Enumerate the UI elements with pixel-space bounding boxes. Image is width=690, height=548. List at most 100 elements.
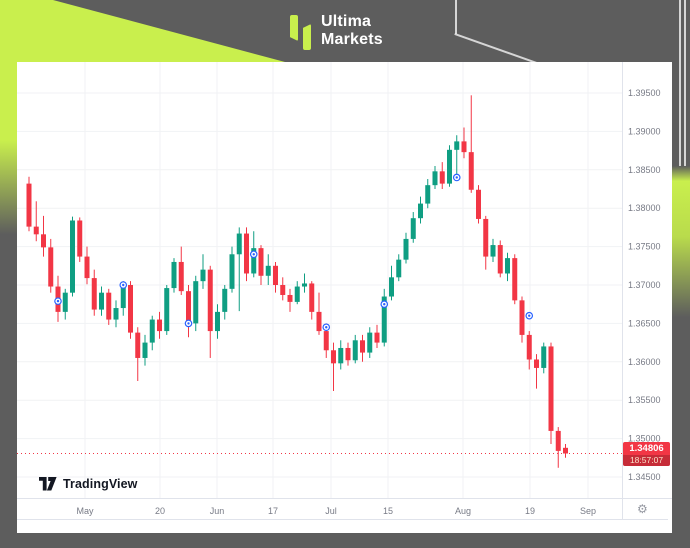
candle [338, 340, 344, 370]
price-axis-label: 1.36500 [628, 318, 661, 328]
event-markers[interactable] [54, 173, 534, 332]
candle [193, 275, 199, 332]
price-axis-label: 1.39000 [628, 126, 661, 136]
candle [389, 265, 394, 301]
candle [345, 342, 351, 366]
candle [207, 265, 213, 358]
tradingview-logo[interactable]: TradingView [39, 477, 138, 491]
candle [106, 288, 112, 325]
decor-outline-vertical-1 [455, 0, 457, 34]
candle [178, 246, 184, 295]
ultima-markets-logo-icon [290, 15, 313, 51]
price-axis-label: 1.35000 [628, 434, 661, 444]
candle [26, 176, 32, 232]
candle [548, 342, 554, 444]
candle [541, 342, 547, 374]
candle [215, 304, 220, 339]
time-axis-label: Jul [325, 506, 337, 516]
candle [33, 201, 39, 242]
candle [425, 179, 431, 209]
candle [287, 288, 293, 312]
candle [171, 258, 177, 293]
candle [534, 354, 539, 389]
candle [367, 327, 373, 358]
time-axis-label: Jun [210, 506, 225, 516]
candle [461, 127, 467, 159]
candle [331, 342, 336, 391]
time-axis-label: May [76, 506, 94, 516]
candle [512, 254, 518, 305]
candle [77, 217, 83, 262]
candle [309, 281, 315, 320]
candle [222, 285, 228, 320]
candle [186, 285, 191, 338]
tradingview-label: TradingView [63, 477, 138, 491]
price-axis-label: 1.38500 [628, 165, 661, 175]
axis-labels: 1.39500 1.39000 1.38500 1.38000 1.37500 1.370… [76, 88, 660, 516]
candle [41, 215, 46, 257]
time-axis-label: 15 [383, 506, 393, 516]
candle [149, 315, 155, 351]
last-price-value: 1.34806 [629, 443, 664, 455]
brand-header: Ultima Markets [290, 13, 383, 51]
bar-countdown: 18:57:07 [623, 455, 670, 467]
price-axis-label: 1.39500 [628, 88, 661, 98]
candle [519, 296, 525, 343]
candle [157, 311, 162, 339]
grid [17, 62, 672, 520]
price-axis-label: 1.37500 [628, 242, 661, 252]
candle [396, 254, 402, 282]
candle [316, 292, 322, 335]
candle [468, 95, 474, 193]
candle [497, 240, 503, 278]
time-axis-label: 20 [155, 506, 165, 516]
time-axis-label: 19 [525, 506, 535, 516]
candle [526, 331, 532, 370]
candle [273, 261, 278, 293]
candle [439, 162, 445, 189]
candle [265, 254, 271, 285]
candle [84, 246, 90, 285]
decor-green-gradient-right [672, 166, 690, 334]
price-axis-label: 1.35500 [628, 395, 661, 405]
candlestick-chart[interactable]: 1.39500 1.39000 1.38500 1.38000 1.37500 1.370… [17, 62, 672, 533]
candle [200, 254, 206, 289]
price-axis-label: 1.34500 [628, 472, 661, 482]
candle [360, 334, 365, 362]
decor-outline-vertical-3 [684, 0, 686, 170]
candle [374, 324, 380, 348]
candle [410, 212, 416, 243]
price-axis-label: 1.37000 [628, 280, 661, 290]
candle [113, 300, 119, 328]
chart-panel: 1.39500 1.39000 1.38500 1.38000 1.37500 1.370… [17, 62, 672, 533]
candle [403, 232, 409, 264]
candle [48, 238, 54, 293]
candle [258, 245, 264, 285]
candle [236, 227, 242, 312]
time-axis-label: Aug [455, 506, 471, 516]
candle [164, 285, 170, 335]
candle [99, 286, 104, 316]
price-axis-label: 1.36000 [628, 357, 661, 367]
decor-green-gradient-left [0, 62, 17, 240]
candle [555, 427, 561, 468]
candle [280, 277, 286, 301]
brand-name-line1: Ultima [321, 13, 372, 30]
candle [447, 145, 452, 187]
tradingview-icon [39, 477, 57, 491]
candle [483, 215, 489, 270]
decor-outline-vertical-2 [679, 0, 681, 170]
decor-outline-diagonal [454, 33, 538, 65]
candle [244, 227, 249, 282]
decor-green-wedge-top-left [0, 0, 285, 62]
candle [294, 281, 300, 305]
time-axis-label: Sep [580, 506, 596, 516]
settings-gear-icon[interactable]: ⚙ [637, 502, 648, 516]
candle [135, 327, 141, 381]
price-axis-label: 1.38000 [628, 203, 661, 213]
candle [128, 281, 133, 339]
candle [70, 216, 75, 297]
candle [302, 273, 307, 293]
candle [490, 238, 496, 262]
